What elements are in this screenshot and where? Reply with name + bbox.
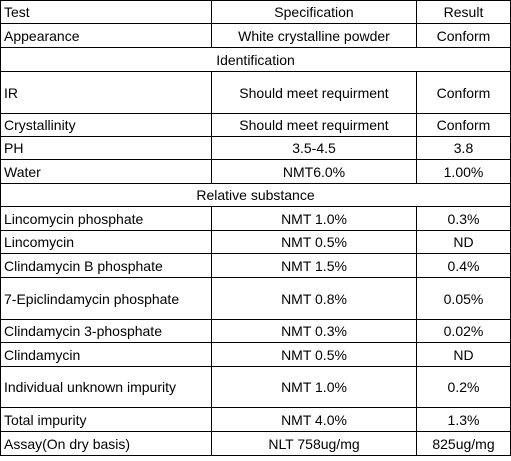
header-specification: Specification	[211, 0, 417, 24]
test-cell: Appearance	[0, 23, 212, 48]
spec-cell: 3.5-4.5	[211, 136, 417, 160]
result-cell: 3.8	[416, 136, 511, 160]
spec-cell: NMT 0.3%	[211, 319, 417, 343]
spec-cell: NMT 0.5%	[211, 230, 417, 254]
table-row: 7-Epiclindamycin phosphate NMT 0.8% 0.05…	[0, 277, 511, 320]
result-cell: Conform	[416, 113, 511, 137]
table-row: Clindamycin 3-phosphate NMT 0.3% 0.02%	[0, 319, 511, 343]
spec-cell: NMT 1.0%	[211, 206, 417, 231]
section-row: Identification	[0, 47, 511, 72]
result-cell: 0.4%	[416, 253, 511, 278]
result-cell: 1.3%	[416, 407, 511, 432]
spec-cell: NMT 1.5%	[211, 253, 417, 278]
table-row: Assay(On dry basis) NLT 758ug/mg 825ug/m…	[0, 431, 511, 456]
table-row: Individual unknown impurity NMT 1.0% 0.2…	[0, 366, 511, 408]
result-cell: Conform	[416, 71, 511, 114]
table-row: Appearance White crystalline powder Conf…	[0, 23, 511, 48]
result-cell: 0.05%	[416, 277, 511, 320]
test-cell: PH	[0, 136, 212, 160]
table-row: IR Should meet requirment Conform	[0, 71, 511, 114]
section-heading: Identification	[0, 47, 511, 72]
test-cell: Assay(On dry basis)	[0, 431, 212, 456]
table-row: Clindamycin NMT 0.5% ND	[0, 342, 511, 367]
table-row: Total impurity NMT 4.0% 1.3%	[0, 407, 511, 432]
test-cell: Clindamycin B phosphate	[0, 253, 212, 278]
table-row: PH 3.5-4.5 3.8	[0, 136, 511, 160]
header-result: Result	[416, 0, 511, 24]
table-row: Crystallinity Should meet requirment Con…	[0, 113, 511, 137]
result-cell: Conform	[416, 23, 511, 48]
table-row: Water NMT6.0% 1.00%	[0, 159, 511, 184]
header-row: Test Specification Result	[0, 0, 511, 24]
test-cell: Individual unknown impurity	[0, 366, 212, 408]
spec-cell: Should meet requirment	[211, 71, 417, 114]
section-heading: Relative substance	[0, 183, 511, 207]
test-cell: 7-Epiclindamycin phosphate	[0, 277, 212, 320]
header-test: Test	[0, 0, 212, 24]
result-cell: 825ug/mg	[416, 431, 511, 456]
test-cell: Clindamycin	[0, 342, 212, 367]
spec-cell: NMT 0.8%	[211, 277, 417, 320]
spec-cell: White crystalline powder	[211, 23, 417, 48]
spec-cell: Should meet requirment	[211, 113, 417, 137]
test-cell: Water	[0, 159, 212, 184]
table-row: Lincomycin NMT 0.5% ND	[0, 230, 511, 254]
test-cell: IR	[0, 71, 212, 114]
table-row: Lincomycin phosphate NMT 1.0% 0.3%	[0, 206, 511, 231]
spec-cell: NMT 0.5%	[211, 342, 417, 367]
spec-cell: NMT 1.0%	[211, 366, 417, 408]
result-cell: ND	[416, 230, 511, 254]
spec-cell: NMT6.0%	[211, 159, 417, 184]
spec-cell: NLT 758ug/mg	[211, 431, 417, 456]
result-cell: ND	[416, 342, 511, 367]
test-cell: Total impurity	[0, 407, 212, 432]
result-cell: 0.02%	[416, 319, 511, 343]
result-cell: 1.00%	[416, 159, 511, 184]
table-row: Clindamycin B phosphate NMT 1.5% 0.4%	[0, 253, 511, 278]
section-row: Relative substance	[0, 183, 511, 207]
test-cell: Lincomycin phosphate	[0, 206, 212, 231]
test-cell: Clindamycin 3-phosphate	[0, 319, 212, 343]
result-cell: 0.3%	[416, 206, 511, 231]
test-cell: Lincomycin	[0, 230, 212, 254]
test-cell: Crystallinity	[0, 113, 212, 137]
spec-cell: NMT 4.0%	[211, 407, 417, 432]
result-cell: 0.2%	[416, 366, 511, 408]
